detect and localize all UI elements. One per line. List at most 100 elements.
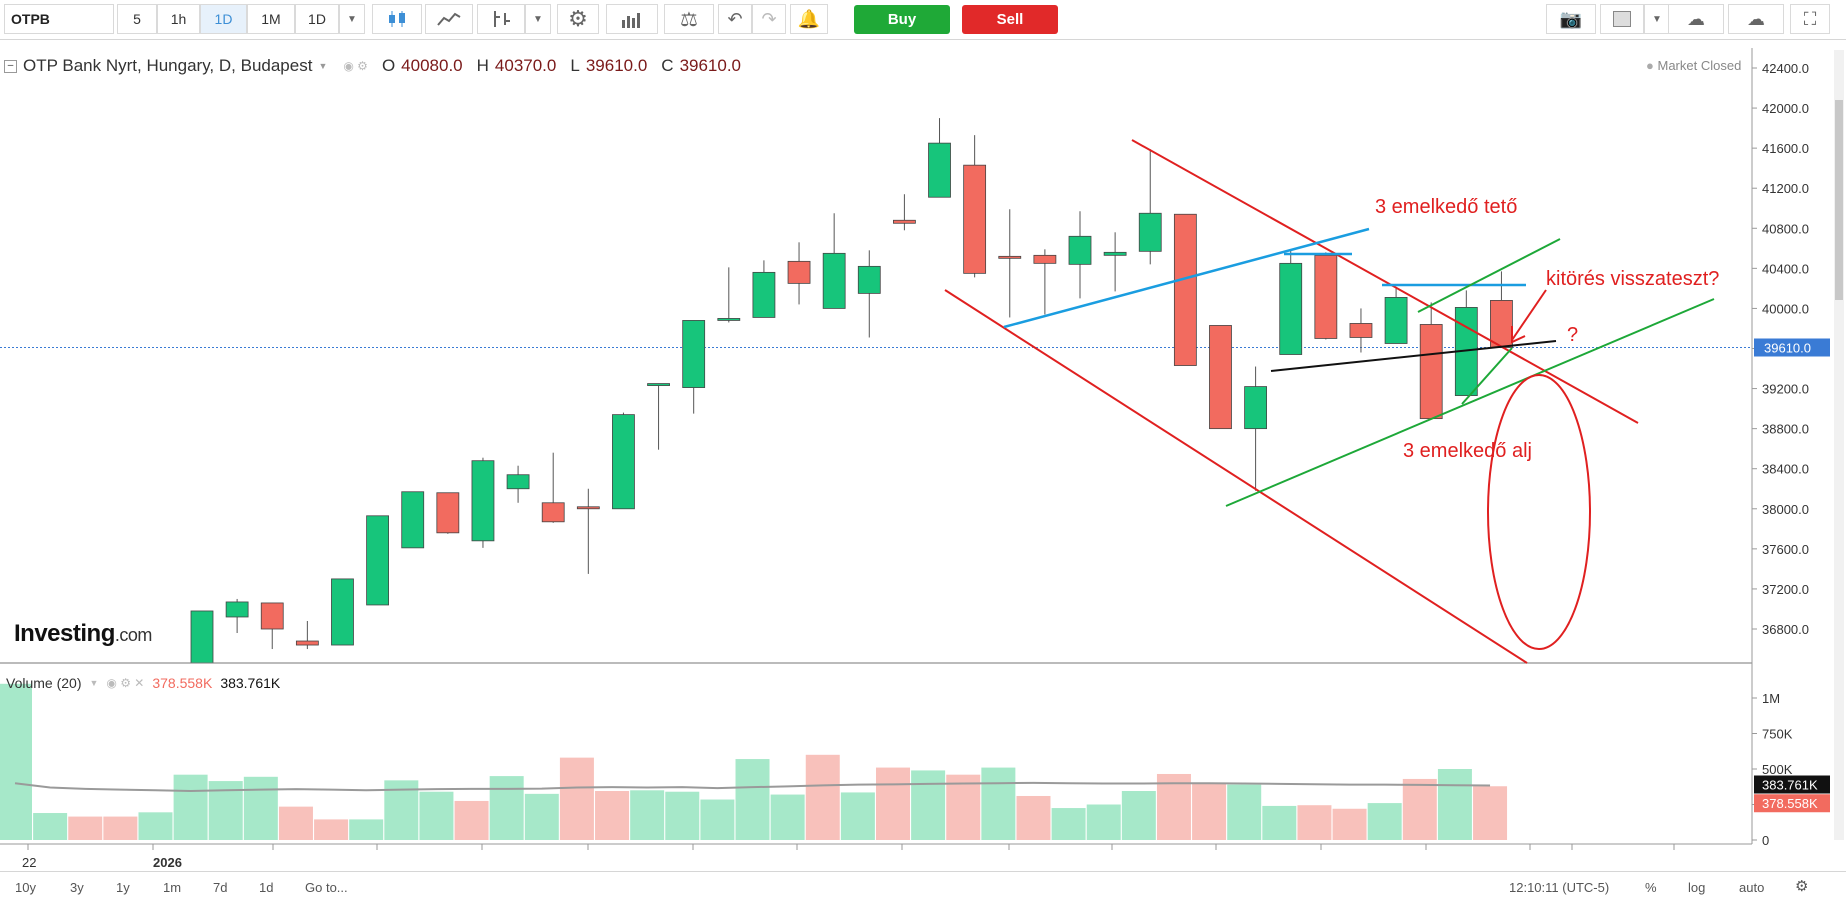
volume-bar [1227,784,1262,840]
candle [682,320,706,414]
candle [1209,325,1232,430]
volume-ma-line [14,781,1491,793]
candle-body [857,265,881,294]
indicators-dropdown-button[interactable]: ▼ [525,4,551,34]
compare-button[interactable] [425,4,473,34]
chevron-down-icon: ▼ [1652,13,1662,25]
candle [787,242,811,305]
range-1d-button[interactable]: 1d [259,880,274,895]
range-1y-button[interactable]: 1y [116,880,130,895]
goto-button[interactable]: Go to... [305,880,348,895]
snapshot-button[interactable]: 📷 [1546,4,1596,34]
chart-legend: – OTP Bank Nyrt, Hungary, D, Budapest ▼ … [4,56,741,76]
chevron-down-icon[interactable]: ▼ [89,678,99,688]
interval-custom-button[interactable]: 1D [295,4,339,34]
volume-bar [700,799,735,840]
gear-icon[interactable]: ⚙ [1795,878,1809,895]
volume-bar [33,813,68,840]
interval-1d-button[interactable]: 1D [200,4,247,34]
scrollbar-thumb[interactable] [1835,100,1843,300]
candle [857,250,881,338]
chart-title: OTP Bank Nyrt, Hungary, D, Budapest [23,56,313,75]
candle-body [1103,251,1127,256]
interval-5-button[interactable]: 5 [117,4,157,34]
volume-bar [595,791,630,840]
scrollbar-track[interactable] [1834,50,1844,840]
candles-icon [389,11,405,27]
green-mini-trendline [1461,347,1513,405]
candle [436,492,460,534]
chart-style-button[interactable] [372,4,422,34]
volume-bar [946,774,981,840]
candle [576,488,600,574]
collapse-icon[interactable]: – [4,59,17,73]
volume-bar [911,770,946,840]
candle [1103,232,1127,292]
candle [1454,290,1478,396]
volume-bar [103,816,138,840]
last-price-label: 39610.0 [1764,340,1811,355]
symbol-input[interactable]: OTPB [4,4,114,34]
camera-icon: 📷 [1559,8,1583,29]
volume-bar [314,819,349,840]
interval-dropdown-button[interactable]: ▼ [339,4,365,34]
alert-button[interactable]: 🔔 [790,4,828,34]
interval-1h-button[interactable]: 1h [157,4,200,34]
auto-toggle[interactable]: auto [1739,880,1765,895]
volume-bar [1192,783,1227,840]
bars-button[interactable] [606,4,658,34]
candle-body [541,502,565,523]
sell-button[interactable]: Sell [962,5,1058,34]
range-1m-button[interactable]: 1m [163,880,182,895]
settings-button[interactable]: ⚙ [557,4,599,34]
volume-settings-icons[interactable]: ◉ ⚙ ✕ [106,676,145,690]
legend-settings-icons[interactable]: ◉ ⚙ [343,59,368,73]
volume-bar [1473,786,1508,840]
volume-bar [524,793,559,840]
volume-bar [138,812,173,840]
price-tick-label: 41600.0 [1762,141,1809,156]
load-chart-button[interactable]: ☁ [1668,4,1724,34]
candle [963,135,987,278]
indicator-icon [494,11,510,27]
percent-toggle[interactable]: % [1645,880,1657,895]
candle [225,598,249,634]
range-10y-button[interactable]: 10y [15,880,36,895]
candle-body [1419,324,1443,420]
indicators-button[interactable] [477,4,525,34]
interval-1m-button[interactable]: 1M [247,4,295,34]
layout-button[interactable] [1600,4,1644,34]
chevron-down-icon: ▼ [533,13,543,25]
square-icon [1613,11,1631,27]
buy-button[interactable]: Buy [854,5,950,34]
range-3y-button[interactable]: 3y [70,880,84,895]
candle-body [928,142,951,198]
volume-bar [278,806,313,840]
compare-scale-button[interactable]: ⚖ [664,4,714,34]
redo-button[interactable]: ↷ [752,4,786,34]
save-chart-button[interactable]: ☁ [1728,4,1784,34]
candle-body [260,602,284,630]
candle [928,118,951,198]
price-tick-label: 42400.0 [1762,61,1809,76]
fullscreen-button[interactable]: ⛶ [1790,4,1830,34]
low-value: 39610.0 [585,56,648,75]
title-dropdown-icon[interactable]: ▼ [318,61,328,71]
candle-body [787,260,811,284]
undo-button[interactable]: ↶ [718,4,752,34]
candle [1033,249,1057,315]
candle-body [1068,235,1092,265]
cloud-upload-icon: ☁ [1747,8,1765,29]
volume-bar [770,794,805,840]
candle [401,491,425,549]
price-tick-label: 41200.0 [1762,181,1809,196]
candle [506,465,530,503]
line-chart-icon [437,12,461,26]
candle-body [295,640,319,646]
candle [1314,252,1338,340]
price-tick-label: 37200.0 [1762,582,1809,597]
volume-bar [1086,804,1121,840]
range-7d-button[interactable]: 7d [213,880,228,895]
log-toggle[interactable]: log [1688,880,1706,895]
